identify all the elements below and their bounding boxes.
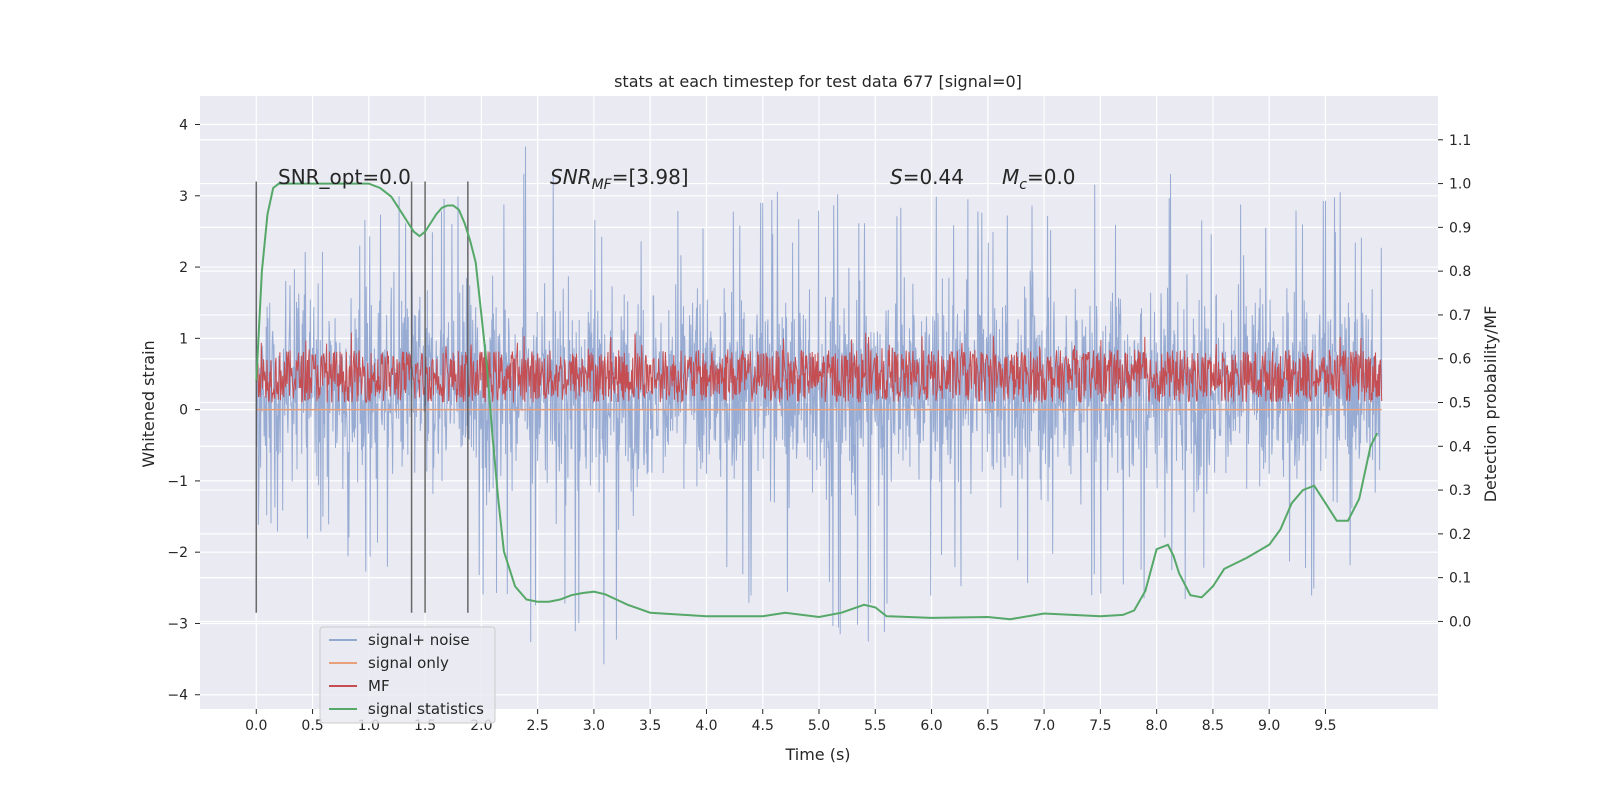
x-tick-label: 4.0	[695, 718, 717, 734]
right-tick-label: 1.0	[1449, 177, 1471, 193]
y-tick-label: −1	[167, 474, 188, 490]
right-tick-label: 0.4	[1449, 439, 1471, 455]
right-tick-label: 0.1	[1449, 571, 1471, 587]
right-tick-label: 0.5	[1449, 396, 1471, 412]
x-tick-label: 0.0	[245, 718, 267, 734]
x-tick-label: 7.0	[1033, 718, 1055, 734]
y-tick-label: 4	[179, 118, 188, 134]
x-axis-ticks: 0.0 0.5 1.0 1.5 2.0 2.5 3.0 3.5 4.0 4.5 5.0 5.5 6.0 6…	[245, 709, 1337, 734]
signal-statistics-line	[255, 182, 1379, 621]
x-tick-label: 6.0	[920, 718, 942, 734]
legend: signal+ noise signal only MF signal stat…	[319, 626, 496, 724]
annotation-mc: Mc=0.0	[1002, 165, 1076, 193]
x-tick-label: 7.5	[1089, 718, 1111, 734]
signal-noise-line	[255, 146, 1383, 665]
annotation-snr-opt: SNR_opt=0.0	[278, 165, 411, 189]
legend-label-signal-only: signal only	[368, 654, 449, 672]
right-tick-label: 1.1	[1449, 133, 1471, 149]
x-tick-label: 3.5	[639, 718, 661, 734]
y-tick-label: 3	[179, 189, 188, 205]
mf-trace	[255, 332, 1383, 403]
signal-noise-trace	[255, 146, 1383, 665]
chart-title: stats at each timestep for test data 677…	[614, 72, 1022, 91]
x-tick-label: 3.0	[583, 718, 605, 734]
right-tick-label: 0.6	[1449, 352, 1471, 368]
right-y-axis-label: Detection probability/MF	[1481, 306, 1500, 503]
annotation-s: S=0.44	[890, 165, 964, 189]
y-tick-label: 0	[179, 403, 188, 419]
legend-label-noise: signal+ noise	[368, 631, 470, 649]
signal-statistics-trace	[255, 182, 1379, 621]
y-tick-label: 1	[179, 331, 188, 347]
y-tick-label: −4	[167, 688, 188, 704]
right-tick-label: 0.2	[1449, 527, 1471, 543]
vertical-markers	[255, 181, 469, 613]
grid	[200, 96, 1438, 709]
y-tick-label: −3	[167, 616, 188, 632]
annotation-snr-mf: SNRMF=[3.98]	[550, 165, 689, 193]
x-tick-label: 8.5	[1202, 718, 1224, 734]
y-tick-label: 2	[179, 260, 188, 276]
legend-label-mf: MF	[368, 677, 390, 695]
x-tick-label: 9.5	[1314, 718, 1336, 734]
legend-label-statistics: signal statistics	[368, 700, 484, 718]
x-tick-label: 4.5	[752, 718, 774, 734]
left-y-axis-label: Whitened strain	[139, 340, 158, 467]
y-tick-label: −2	[167, 545, 188, 561]
mf-line	[255, 332, 1383, 403]
right-tick-label: 0.8	[1449, 264, 1471, 280]
right-tick-label: 0.0	[1449, 614, 1471, 630]
right-tick-label: 0.9	[1449, 220, 1471, 236]
left-y-axis-ticks: 4 3 2 1 0 −1 −2 −3 −4	[167, 118, 200, 704]
x-axis-label: Time (s)	[784, 745, 850, 764]
legend-box	[319, 626, 496, 724]
right-tick-label: 0.3	[1449, 483, 1471, 499]
x-tick-label: 6.5	[977, 718, 999, 734]
x-tick-label: 8.0	[1146, 718, 1168, 734]
x-tick-label: 0.5	[301, 718, 323, 734]
x-tick-label: 5.5	[864, 718, 886, 734]
right-tick-label: 0.7	[1449, 308, 1471, 324]
right-y-axis-ticks: 1.1 1.0 0.9 0.8 0.7 0.6 0.5 0.4 0.3 0.2 0.1 0.0	[1438, 133, 1471, 630]
x-tick-label: 9.0	[1258, 718, 1280, 734]
x-tick-label: 2.5	[527, 718, 549, 734]
x-tick-label: 5.0	[808, 718, 830, 734]
